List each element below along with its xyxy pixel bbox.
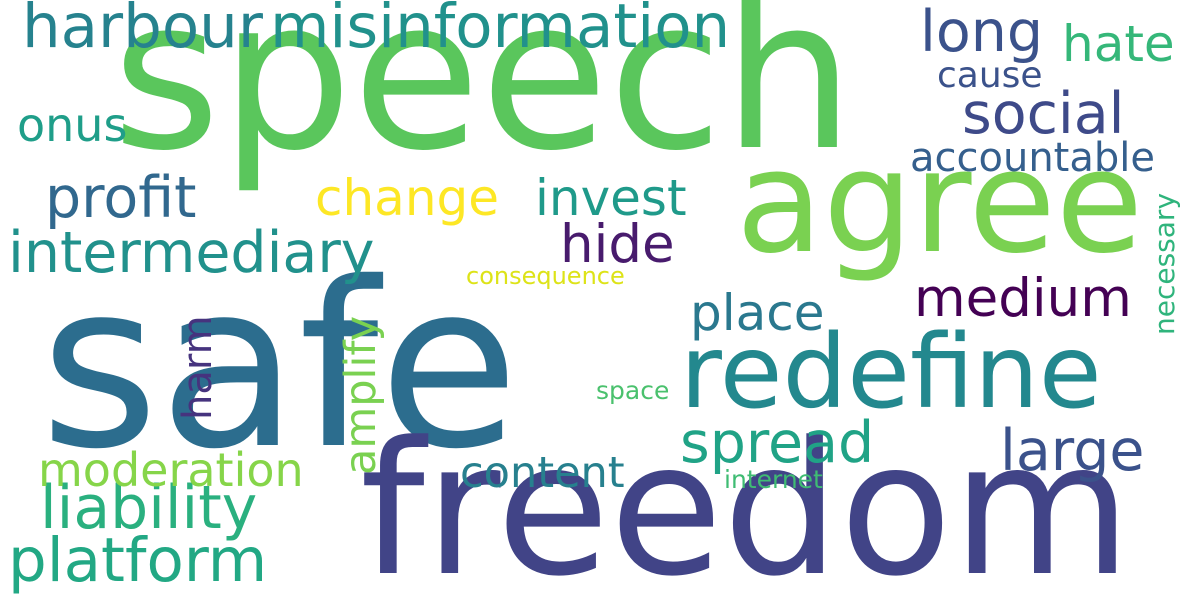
- word-harbour: harbour: [22, 0, 263, 62]
- word-misinformation: misinformation: [270, 0, 731, 62]
- word-internet: internet: [724, 465, 823, 494]
- word-cause: cause: [937, 55, 1043, 96]
- word-safe: safe: [40, 233, 520, 499]
- word-harm: harm: [175, 315, 221, 420]
- word-place: place: [690, 284, 825, 342]
- word-invest: invest: [535, 169, 687, 227]
- word-consequence: consequence: [466, 262, 625, 290]
- word-accountable: accountable: [910, 135, 1155, 181]
- word-content: content: [460, 448, 625, 498]
- word-medium: medium: [914, 268, 1132, 329]
- word-necessary: necessary: [1148, 192, 1181, 335]
- word-social: social: [962, 81, 1125, 147]
- word-hate: hate: [1062, 15, 1175, 73]
- word-change: change: [315, 169, 500, 227]
- word-liability: liability: [40, 473, 258, 543]
- word-onus: onus: [17, 98, 128, 152]
- word-profit: profit: [45, 165, 197, 231]
- word-spread: spread: [680, 410, 875, 476]
- word-redefine: redefine: [680, 313, 1102, 432]
- word-long: long: [920, 0, 1044, 65]
- word-speech: speech: [112, 0, 855, 197]
- word-platform: platform: [8, 525, 268, 596]
- word-hide: hide: [560, 214, 675, 275]
- word-large: large: [1000, 418, 1145, 484]
- word-moderation: moderation: [38, 443, 304, 497]
- word-intermediary: intermediary: [8, 220, 375, 286]
- word-agree: agree: [736, 120, 1144, 285]
- word-amplify: amplify: [336, 315, 386, 475]
- word-space: space: [596, 376, 670, 405]
- word-freedom: freedom: [360, 403, 1132, 600]
